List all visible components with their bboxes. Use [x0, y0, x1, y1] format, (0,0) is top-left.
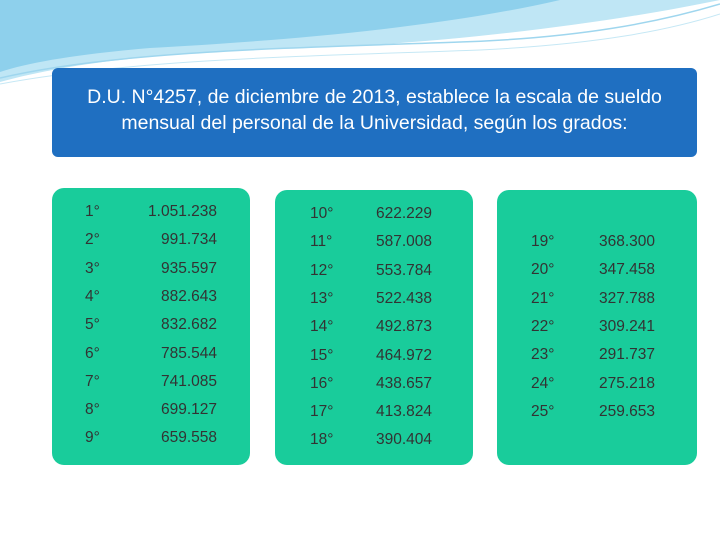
grade: 6° [85, 344, 100, 362]
grade: 12° [310, 261, 334, 279]
grade: 11° [310, 233, 333, 251]
salary: 832.682 [160, 316, 217, 334]
grade: 25° [531, 402, 555, 420]
grade: 7° [85, 372, 100, 390]
grade: 19° [531, 233, 555, 250]
salary: 622.229 [376, 205, 433, 222]
salary: 309.241 [599, 317, 656, 335]
grade: 18° [310, 431, 334, 449]
grade: 10° [310, 205, 334, 222]
grade: 3° [85, 259, 100, 277]
grade: 4° [85, 287, 100, 305]
salary: 522.438 [376, 289, 433, 307]
wave [0, 0, 560, 72]
grade: 24° [531, 374, 555, 392]
header-decoration [0, 0, 720, 85]
title: D.U. N°4257, de diciembre de 2013, estab… [87, 86, 662, 134]
grade: 21° [531, 289, 555, 307]
grade: 23° [531, 346, 555, 364]
salary: 368.300 [599, 233, 656, 250]
salary: 464.972 [376, 346, 433, 364]
grade: 16° [310, 374, 334, 392]
salary: 291.737 [599, 346, 656, 364]
salary: 438.657 [376, 374, 433, 392]
grade: 17° [310, 403, 334, 421]
wave-line [0, 3, 720, 79]
salary: 492.873 [376, 318, 433, 336]
grade: 13° [310, 289, 334, 307]
salary: 1.051.238 [148, 203, 217, 220]
salary: 699.127 [160, 401, 217, 419]
salary: 785.544 [160, 344, 217, 362]
salary: 659.558 [160, 429, 217, 447]
grade: 15° [310, 346, 334, 364]
salary: 347.458 [599, 261, 656, 279]
grade: 20° [531, 261, 555, 279]
salary: 587.008 [376, 233, 433, 251]
grade: 1° [85, 203, 100, 220]
panel [275, 190, 473, 465]
salary: 259.653 [599, 402, 656, 420]
grade: 9° [85, 429, 100, 447]
salary: 882.643 [160, 287, 217, 305]
salary: 413.824 [376, 403, 433, 421]
grade: 2° [85, 231, 100, 249]
salary: 275.218 [599, 374, 656, 392]
grade: 22° [531, 317, 555, 335]
grade: 14° [310, 318, 334, 336]
wave-line [0, 13, 720, 85]
salary: 553.784 [376, 261, 433, 279]
salary: 327.788 [599, 289, 656, 307]
salary: 390.404 [376, 431, 433, 449]
grade: 5° [85, 316, 100, 334]
panel [497, 190, 697, 465]
salary: 991.734 [160, 231, 217, 249]
salary: 935.597 [160, 259, 217, 277]
grade: 8° [85, 401, 100, 419]
title-box: D.U. N°4257, de diciembre de 2013, estab… [52, 68, 697, 157]
salary: 741.085 [160, 372, 217, 390]
panel [52, 188, 250, 465]
